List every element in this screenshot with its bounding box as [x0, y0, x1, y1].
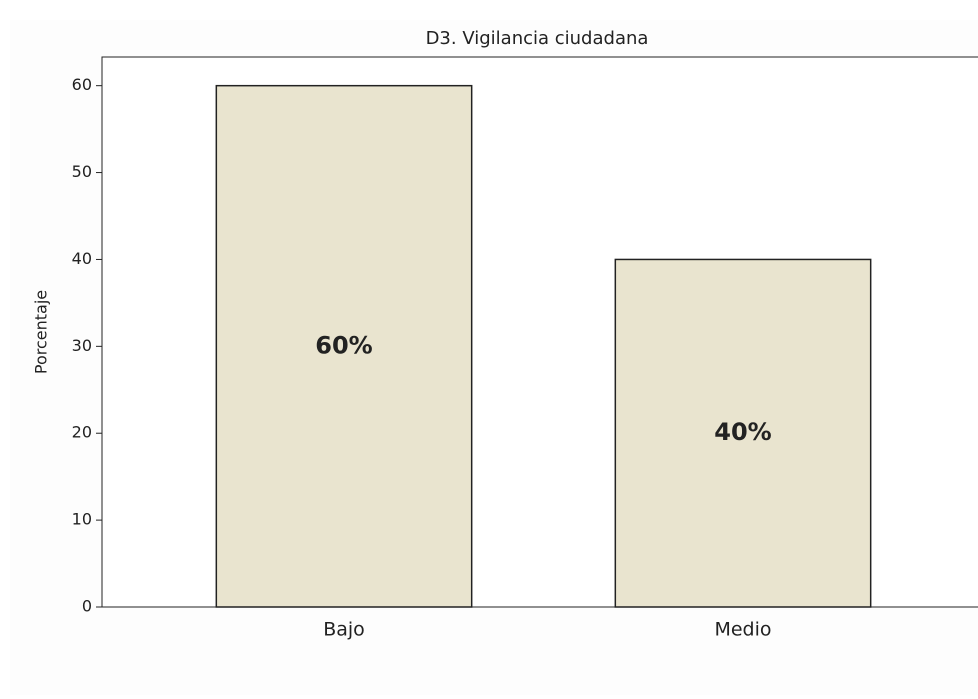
y-axis-label: Porcentaje: [32, 290, 51, 374]
y-tick-label: 50: [72, 162, 92, 181]
data-label: 40%: [714, 418, 771, 446]
y-tick-label: 20: [72, 423, 92, 442]
y-tick-label: 0: [82, 597, 92, 616]
y-tick-label: 10: [72, 510, 92, 529]
y-tick-label: 30: [72, 336, 92, 355]
y-tick-label: 40: [72, 249, 92, 268]
bar: [215, 84, 473, 608]
data-label: 60%: [315, 331, 372, 359]
x-tick-label: Medio: [714, 619, 771, 641]
x-tick-label: Bajo: [323, 619, 365, 641]
bar: [614, 258, 872, 608]
y-tick-label: 60: [72, 75, 92, 94]
chart-title: D3. Vigilancia ciudadana: [426, 28, 649, 49]
